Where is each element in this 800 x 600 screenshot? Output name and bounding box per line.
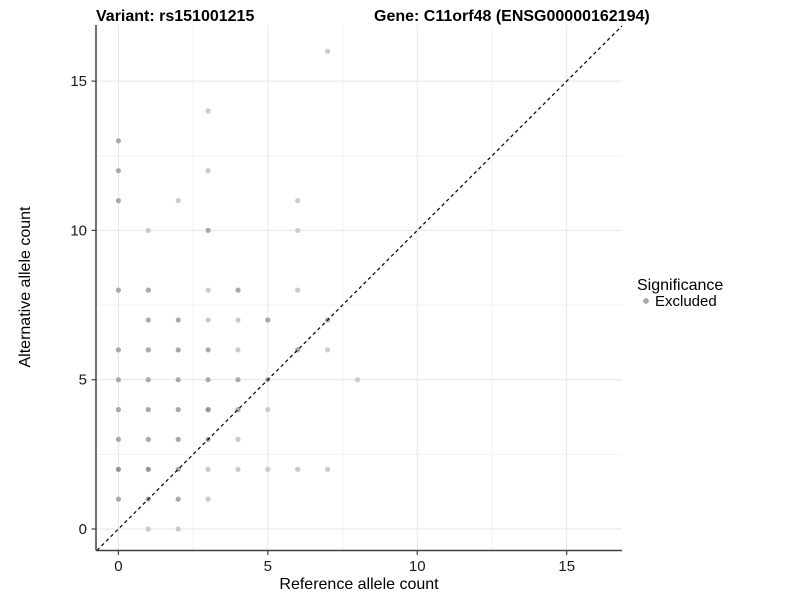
data-point	[175, 317, 181, 323]
data-point	[325, 466, 331, 472]
data-point	[325, 347, 331, 353]
data-point	[235, 377, 241, 383]
x-axis-tick-labels: 0 5 10 15	[114, 558, 575, 575]
data-point	[265, 407, 271, 413]
data-point	[145, 227, 151, 233]
y-axis-tick-labels: 0 5 10 15	[70, 73, 87, 538]
data-point	[115, 138, 121, 144]
data-point	[205, 496, 211, 502]
legend-key-dot-excluded	[643, 298, 649, 304]
data-point	[265, 466, 271, 472]
data-point	[295, 227, 301, 233]
x-tick-label: 0	[114, 558, 122, 575]
data-point	[205, 466, 211, 472]
data-point	[115, 436, 121, 442]
data-point	[295, 287, 301, 293]
data-point	[175, 496, 181, 502]
data-point	[295, 198, 301, 204]
data-point	[235, 466, 241, 472]
data-point	[115, 347, 121, 353]
gridlines-minor	[96, 25, 622, 551]
legend-item-label: Excluded	[655, 293, 717, 310]
data-point	[145, 436, 151, 442]
data-point	[235, 287, 241, 293]
data-point	[175, 377, 181, 383]
gridlines-major	[96, 25, 622, 551]
data-point	[205, 287, 211, 293]
data-point	[235, 436, 241, 442]
data-point	[115, 377, 121, 383]
y-tick-label: 10	[70, 222, 87, 239]
data-point	[115, 168, 121, 174]
y-tick-label: 5	[79, 372, 87, 389]
data-point	[205, 377, 211, 383]
plot-title-gene: Gene: C11orf48 (ENSG00000162194)	[374, 8, 650, 25]
x-axis-title: Reference allele count	[279, 576, 439, 593]
data-point	[145, 377, 151, 383]
data-point	[115, 198, 121, 204]
data-point	[325, 48, 331, 54]
data-point	[115, 407, 121, 413]
x-tick-label: 10	[409, 558, 426, 575]
legend-title: Significance	[637, 277, 723, 294]
data-point	[145, 347, 151, 353]
data-point	[205, 407, 211, 413]
x-tick-label: 15	[558, 558, 575, 575]
y-tick-label: 0	[79, 521, 87, 538]
data-point	[175, 436, 181, 442]
data-point	[354, 377, 361, 383]
data-point	[145, 466, 151, 472]
x-axis-ticks	[117, 550, 568, 555]
data-point	[205, 317, 211, 323]
identity-dashed-line	[96, 25, 623, 551]
data-point	[145, 317, 151, 323]
legend: Significance Excluded	[637, 277, 723, 310]
plot-title-variant: Variant: rs151001215	[96, 8, 254, 25]
data-point	[115, 466, 121, 472]
data-point	[205, 347, 211, 353]
data-point	[205, 168, 211, 174]
data-point	[115, 287, 121, 293]
data-point	[205, 227, 211, 233]
data-points	[115, 48, 361, 532]
data-point	[295, 466, 301, 472]
data-point	[145, 407, 151, 413]
y-axis-title: Alternative allele count	[17, 206, 34, 368]
x-tick-label: 5	[264, 558, 272, 575]
data-point	[205, 108, 211, 114]
y-axis-ticks	[91, 80, 96, 530]
data-point	[145, 287, 151, 293]
data-point	[265, 317, 271, 323]
data-point	[175, 198, 181, 204]
data-point	[235, 317, 241, 323]
data-point	[175, 347, 181, 353]
y-tick-label: 15	[70, 73, 87, 90]
data-point	[235, 347, 241, 353]
data-point	[115, 496, 121, 502]
data-point	[175, 407, 181, 413]
data-point	[145, 526, 151, 532]
data-point	[175, 526, 181, 532]
